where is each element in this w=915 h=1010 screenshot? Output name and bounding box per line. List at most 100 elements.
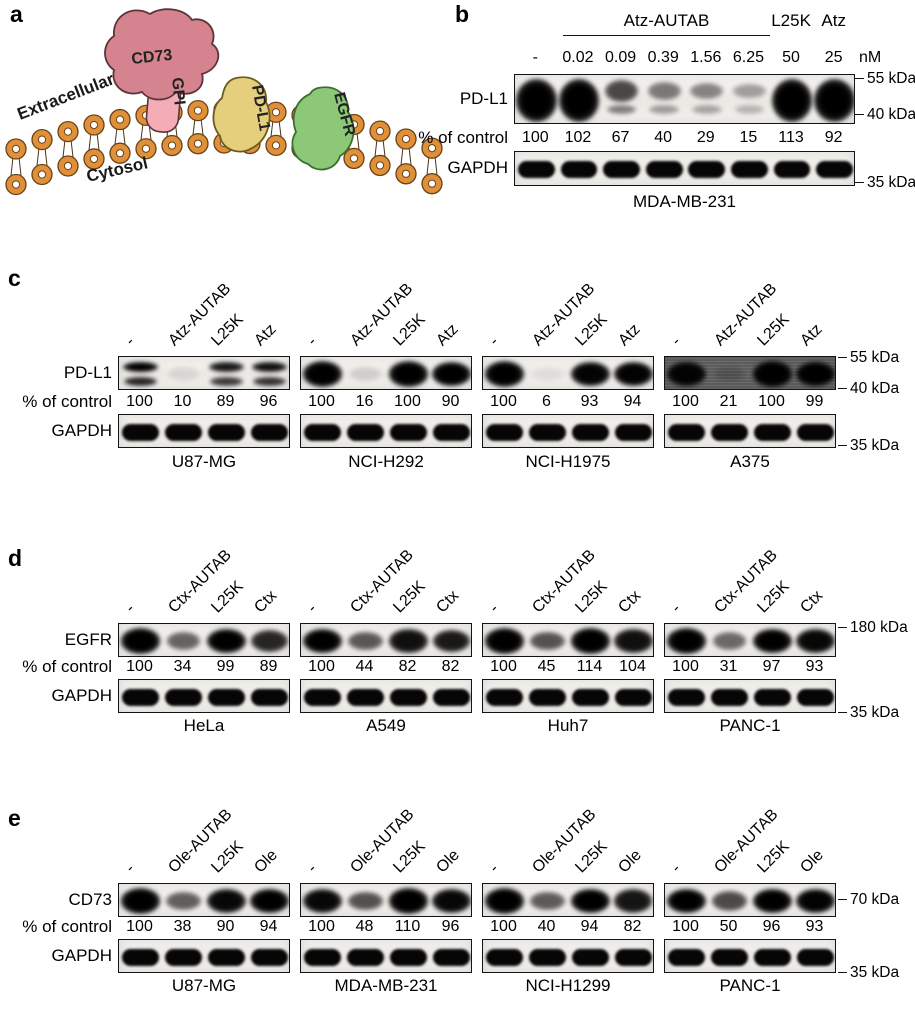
marker-tick bbox=[838, 712, 847, 713]
protein-band bbox=[649, 104, 680, 114]
lane-label: L25K bbox=[389, 577, 429, 617]
loading-band bbox=[816, 160, 853, 179]
percent-value: 67 bbox=[611, 129, 630, 146]
protein-band bbox=[432, 888, 471, 913]
lane-label: - bbox=[485, 333, 502, 350]
percent-value: 92 bbox=[824, 129, 843, 146]
loading-band bbox=[517, 160, 555, 179]
treatment-group-underline bbox=[563, 35, 770, 36]
cell-line-label: MDA-MB-231 bbox=[633, 192, 736, 211]
loading-blot-nci-h1975 bbox=[482, 414, 654, 448]
protein-band bbox=[570, 628, 611, 654]
marker-tick bbox=[838, 972, 847, 973]
target-blot-u87-mg bbox=[118, 356, 290, 390]
loading-band bbox=[304, 688, 341, 706]
lane-label: - bbox=[121, 333, 138, 350]
percent-value: 96 bbox=[259, 393, 278, 410]
percent-value: 94 bbox=[259, 918, 278, 935]
loading-control-label: GAPDH bbox=[51, 946, 112, 965]
cell-line-label: NCI-H292 bbox=[348, 452, 424, 471]
control-lane-label-atz: Atz bbox=[821, 11, 846, 30]
percent-value: 93 bbox=[805, 918, 824, 935]
protein-band bbox=[558, 78, 600, 122]
molecular-weight-marker: 35 kDa bbox=[850, 704, 900, 721]
target-blot-u87-mg bbox=[118, 883, 290, 917]
protein-band bbox=[484, 628, 525, 654]
lane-label: Atz bbox=[796, 320, 826, 350]
percent-value: 31 bbox=[719, 658, 738, 675]
protein-band bbox=[711, 891, 748, 911]
loading-band bbox=[433, 948, 470, 966]
loading-band bbox=[529, 948, 566, 966]
lane-label: Atz bbox=[432, 320, 462, 350]
lane-label: Atz bbox=[614, 320, 644, 350]
loading-band bbox=[711, 948, 748, 966]
cell-line-label: MDA-MB-231 bbox=[334, 976, 438, 995]
protein-band bbox=[166, 892, 201, 910]
protein-band bbox=[614, 361, 653, 387]
lane-label: - bbox=[303, 860, 320, 877]
percent-value: 93 bbox=[580, 393, 599, 410]
loading-band bbox=[304, 423, 341, 441]
target-blot-hela bbox=[118, 623, 290, 657]
target-blot-huh7 bbox=[482, 623, 654, 657]
loading-band bbox=[304, 948, 341, 966]
percent-value: 96 bbox=[762, 918, 781, 935]
percent-value: 102 bbox=[564, 129, 592, 146]
lane-label: L25K bbox=[571, 837, 611, 877]
percent-value: 94 bbox=[623, 393, 642, 410]
protein-band bbox=[712, 632, 747, 650]
molecular-weight-marker: 70 kDa bbox=[850, 891, 900, 908]
protein-band bbox=[250, 630, 289, 652]
cell-line-label: PANC-1 bbox=[719, 716, 781, 735]
loading-band bbox=[486, 948, 523, 966]
cd73-label: CD73 bbox=[131, 47, 174, 68]
percent-value: 15 bbox=[739, 129, 758, 146]
loading-band bbox=[347, 948, 384, 966]
lane-label: - bbox=[485, 860, 502, 877]
loading-blot-hela bbox=[118, 679, 290, 713]
lane-label: - bbox=[121, 600, 138, 617]
loading-band bbox=[572, 688, 609, 706]
cell-line-label: A375 bbox=[730, 452, 770, 471]
dose-unit: nM bbox=[859, 49, 882, 66]
percent-value: 40 bbox=[537, 918, 556, 935]
marker-tick bbox=[838, 445, 847, 447]
protein-band bbox=[389, 629, 428, 653]
lane-label: L25K bbox=[753, 577, 793, 617]
loading-control-label: GAPDH bbox=[51, 421, 112, 440]
protein-band bbox=[814, 78, 854, 122]
loading-band bbox=[711, 688, 748, 706]
loading-band bbox=[572, 423, 609, 441]
loading-blot-u87-mg bbox=[118, 414, 290, 448]
panel-e-label: e bbox=[8, 805, 21, 831]
target-blot-a375 bbox=[664, 356, 836, 390]
lane-label: L25K bbox=[571, 310, 611, 350]
protein-band bbox=[771, 78, 813, 122]
lane-label: L25K bbox=[753, 837, 793, 877]
lane-label: - bbox=[303, 600, 320, 617]
percent-value: 89 bbox=[259, 658, 278, 675]
loading-band bbox=[251, 423, 288, 441]
molecular-weight-marker: 180 kDa bbox=[850, 619, 908, 637]
percent-value: 82 bbox=[623, 918, 642, 935]
dose-value: 0.09 bbox=[604, 49, 637, 66]
dose-value: 6.25 bbox=[732, 49, 764, 66]
protein-band bbox=[388, 888, 429, 914]
loading-band bbox=[560, 160, 598, 179]
protein-band bbox=[690, 83, 724, 99]
loading-band bbox=[251, 948, 288, 966]
marker-tick bbox=[838, 357, 847, 359]
cell-line-label: NCI-H1975 bbox=[525, 452, 611, 471]
protein-band bbox=[253, 377, 286, 386]
loading-band bbox=[529, 688, 566, 706]
target-blot-nci-h1975 bbox=[482, 356, 654, 390]
protein-band bbox=[713, 366, 746, 382]
target-protein-label: PD-L1 bbox=[63, 363, 112, 382]
percent-of-control-label: % of control bbox=[22, 917, 112, 936]
percent-value: 96 bbox=[441, 918, 460, 935]
loading-band bbox=[390, 948, 427, 966]
percent-value: 100 bbox=[126, 393, 153, 410]
protein-band bbox=[123, 362, 158, 373]
